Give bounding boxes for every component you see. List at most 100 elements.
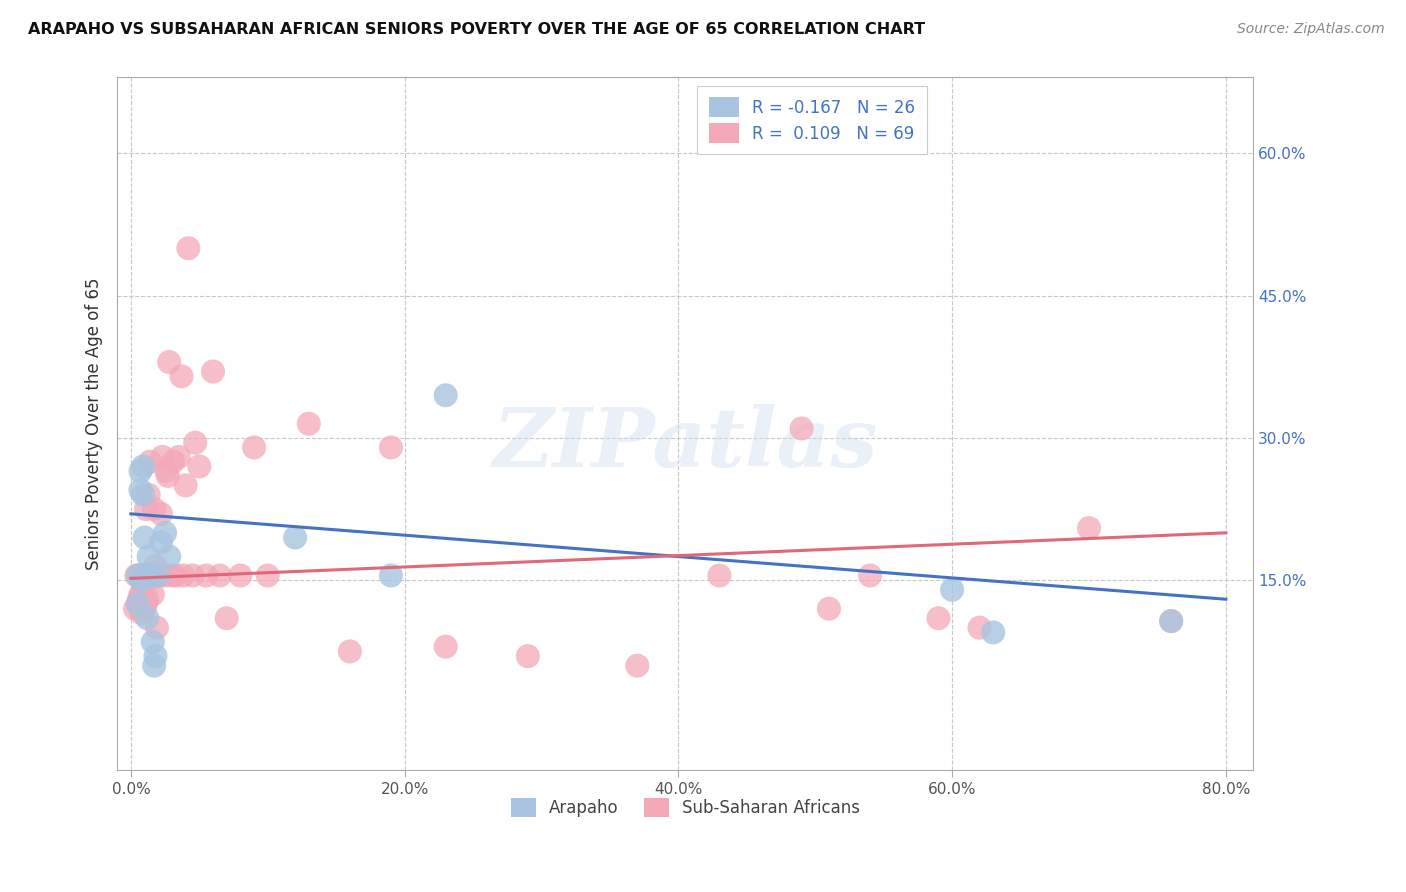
Point [127, 568, 149, 582]
Point [380, 441, 402, 455]
Point [134, 582, 156, 597]
Point [434, 640, 457, 654]
Point [516, 649, 538, 664]
Point [124, 601, 146, 615]
Point [132, 601, 155, 615]
Point [188, 459, 211, 474]
Point [138, 549, 160, 564]
Point [129, 568, 152, 582]
Point [177, 241, 200, 255]
Point [138, 488, 160, 502]
Point [143, 502, 166, 516]
Point [136, 592, 159, 607]
Point [859, 568, 882, 582]
Point [162, 455, 184, 469]
Point [127, 597, 149, 611]
Point [129, 601, 152, 615]
Point [181, 568, 204, 582]
Point [136, 611, 159, 625]
Point [229, 568, 252, 582]
Point [339, 644, 361, 658]
Point [136, 568, 159, 582]
Point [1160, 614, 1182, 628]
Point [156, 469, 179, 483]
Point [215, 611, 238, 625]
Point [184, 435, 207, 450]
Text: ARAPAHO VS SUBSAHARAN AFRICAN SENIORS POVERTY OVER THE AGE OF 65 CORRELATION CHA: ARAPAHO VS SUBSAHARAN AFRICAN SENIORS PO… [28, 22, 925, 37]
Point [195, 568, 218, 582]
Point [709, 568, 731, 582]
Y-axis label: Seniors Poverty Over the Age of 65: Seniors Poverty Over the Age of 65 [86, 277, 103, 570]
Point [150, 535, 173, 549]
Text: Source: ZipAtlas.com: Source: ZipAtlas.com [1237, 22, 1385, 37]
Point [790, 421, 813, 435]
Point [127, 597, 149, 611]
Point [131, 574, 153, 588]
Point [380, 568, 402, 582]
Point [132, 568, 155, 582]
Point [174, 478, 197, 492]
Point [256, 568, 278, 582]
Point [927, 611, 949, 625]
Point [139, 455, 162, 469]
Point [201, 365, 224, 379]
Point [131, 568, 153, 582]
Point [128, 592, 150, 607]
Point [298, 417, 321, 431]
Point [142, 635, 165, 649]
Point [969, 621, 991, 635]
Point [941, 582, 963, 597]
Point [139, 568, 162, 582]
Point [129, 464, 152, 478]
Point [129, 587, 152, 601]
Point [149, 568, 172, 582]
Point [131, 607, 153, 621]
Point [150, 450, 173, 464]
Point [981, 625, 1004, 640]
Point [626, 658, 648, 673]
Point [145, 559, 167, 574]
Point [148, 568, 170, 582]
Point [153, 525, 176, 540]
Point [160, 568, 183, 582]
Point [146, 621, 169, 635]
Point [141, 568, 163, 582]
Point [243, 441, 266, 455]
Point [818, 601, 841, 615]
Point [284, 531, 307, 545]
Point [148, 568, 170, 582]
Point [165, 568, 187, 582]
Legend: Arapaho, Sub-Saharan Africans: Arapaho, Sub-Saharan Africans [503, 791, 866, 824]
Point [132, 587, 155, 601]
Point [135, 568, 157, 582]
Point [155, 464, 177, 478]
Point [142, 587, 165, 601]
Point [145, 649, 167, 664]
Point [128, 568, 150, 582]
Point [157, 355, 180, 369]
Point [134, 531, 156, 545]
Point [170, 369, 193, 384]
Point [135, 597, 157, 611]
Point [125, 568, 148, 582]
Point [157, 549, 180, 564]
Point [208, 568, 231, 582]
Point [141, 568, 163, 582]
Point [132, 488, 155, 502]
Point [434, 388, 457, 402]
Point [150, 507, 173, 521]
Point [172, 568, 194, 582]
Text: ZIPatlas: ZIPatlas [492, 404, 877, 484]
Point [167, 450, 190, 464]
Point [134, 568, 156, 582]
Point [129, 483, 152, 497]
Point [132, 459, 155, 474]
Point [134, 568, 156, 582]
Point [1160, 614, 1182, 628]
Point [153, 568, 176, 582]
Point [134, 601, 156, 615]
Point [1078, 521, 1101, 535]
Point [143, 658, 166, 673]
Point [131, 587, 153, 601]
Point [135, 502, 157, 516]
